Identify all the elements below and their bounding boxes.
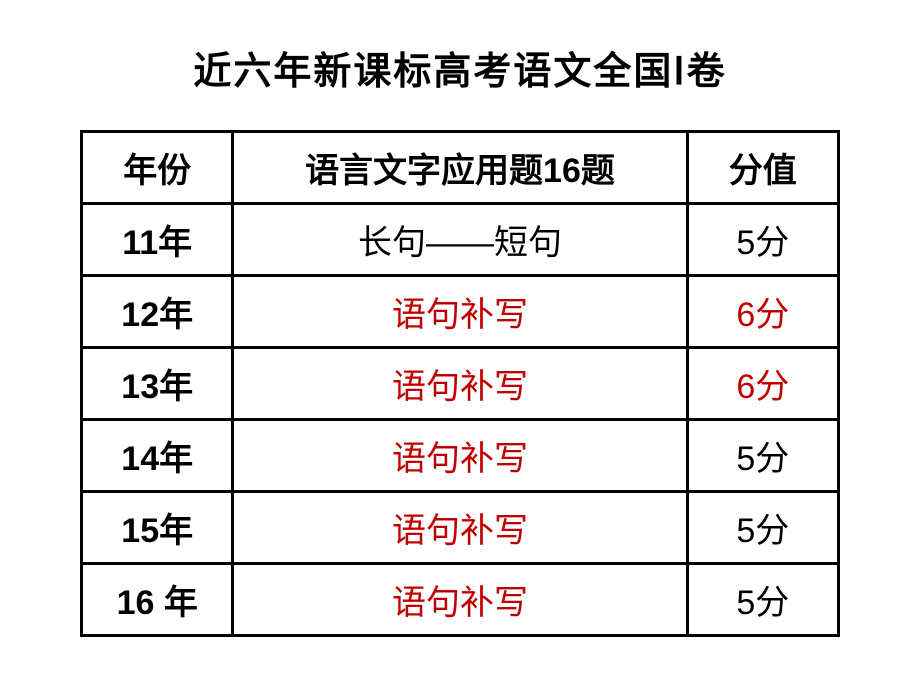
cell-topic: 语句补写 [233, 348, 687, 420]
cell-year: 13年 [82, 348, 233, 420]
cell-score: 5分 [687, 204, 838, 276]
table-row: 13年 语句补写 6分 [82, 348, 839, 420]
cell-topic: 语句补写 [233, 276, 687, 348]
cell-score: 5分 [687, 492, 838, 564]
cell-year: 12年 [82, 276, 233, 348]
table-row: 15年 语句补写 5分 [82, 492, 839, 564]
cell-topic: 长句——短句 [233, 204, 687, 276]
exam-table: 年份 语言文字应用题16题 分值 11年 长句——短句 5分 12年 语句补写 … [80, 130, 840, 637]
cell-score: 6分 [687, 276, 838, 348]
header-score: 分值 [687, 132, 838, 204]
cell-year: 15年 [82, 492, 233, 564]
page-title: 近六年新课标高考语文全国Ⅰ卷 [193, 40, 726, 95]
table-row: 16 年 语句补写 5分 [82, 564, 839, 636]
cell-year: 11年 [82, 204, 233, 276]
cell-year: 14年 [82, 420, 233, 492]
cell-topic: 语句补写 [233, 564, 687, 636]
header-year: 年份 [82, 132, 233, 204]
table-row: 14年 语句补写 5分 [82, 420, 839, 492]
cell-year: 16 年 [82, 564, 233, 636]
table-row: 11年 长句——短句 5分 [82, 204, 839, 276]
header-topic: 语言文字应用题16题 [233, 132, 687, 204]
table-row: 12年 语句补写 6分 [82, 276, 839, 348]
cell-topic: 语句补写 [233, 420, 687, 492]
table-header-row: 年份 语言文字应用题16题 分值 [82, 132, 839, 204]
cell-score: 5分 [687, 564, 838, 636]
cell-topic: 语句补写 [233, 492, 687, 564]
cell-score: 6分 [687, 348, 838, 420]
cell-score: 5分 [687, 420, 838, 492]
